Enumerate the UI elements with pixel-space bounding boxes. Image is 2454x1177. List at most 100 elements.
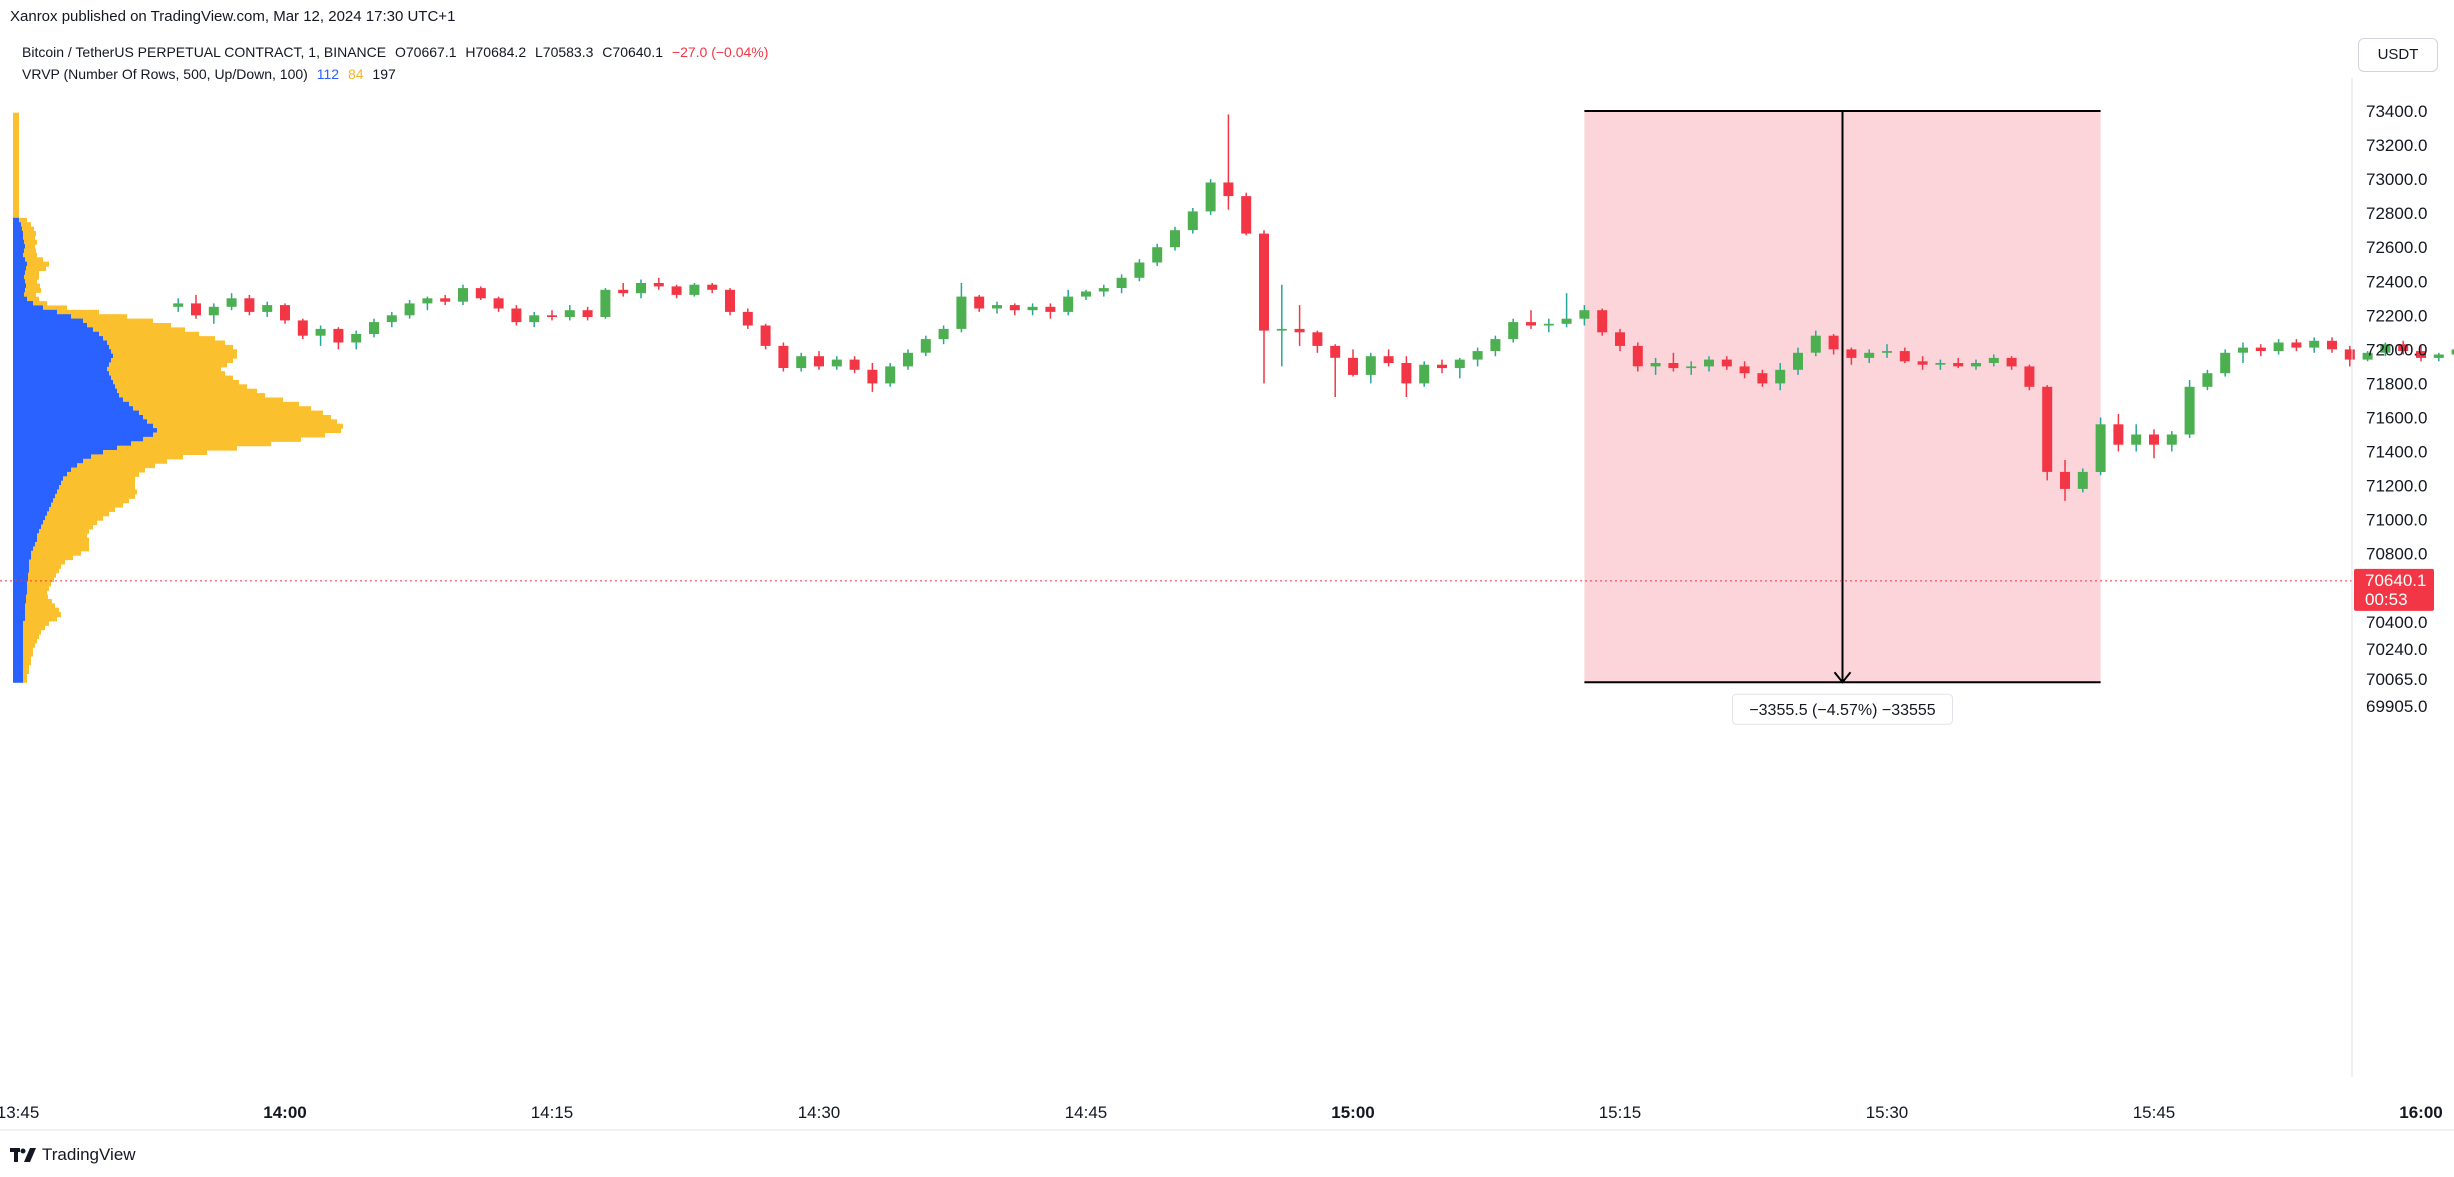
volume-profile [13, 112, 343, 683]
candle-down [2042, 386, 2053, 472]
indicator-value-up: 112 [316, 66, 340, 82]
volume-profile-up-bar [13, 226, 22, 232]
candle-up [1508, 322, 1519, 340]
volume-profile-up-bar [13, 471, 67, 477]
volume-profile-down-bar [13, 174, 19, 180]
volume-profile-down-bar [13, 187, 19, 193]
volume-profile-up-bar [13, 607, 25, 613]
volume-profile-up-bar [13, 362, 109, 368]
candle-up [2362, 352, 2373, 360]
candle-down [547, 315, 557, 317]
volume-profile-down-bar [13, 178, 19, 184]
volume-profile-down-bar [24, 292, 36, 298]
volume-profile-down-bar [129, 401, 299, 407]
volume-profile-up-bar [13, 314, 71, 320]
time-axis[interactable]: 13:3013:4514:0014:1514:3014:4515:0015:15… [0, 1103, 2454, 1122]
volume-profile-down-bar [23, 235, 35, 241]
candle-up [2220, 352, 2231, 374]
volume-profile-down-bar [143, 414, 331, 420]
volume-profile-up-bar [13, 524, 41, 530]
volume-profile-up-bar [13, 410, 139, 416]
volume-profile-down-bar [117, 388, 257, 394]
volume-profile-up-bar [13, 340, 107, 346]
candle-down [2060, 471, 2070, 489]
volume-profile-up-bar [13, 353, 113, 359]
price-axis-label: 71000.0 [2366, 511, 2427, 530]
volume-profile-down-bar [13, 143, 19, 149]
volume-profile-down-bar [26, 266, 46, 272]
candle-down [1223, 182, 1234, 197]
candle-up [262, 305, 273, 312]
price-axis[interactable]: 69905.0 70065.0 70240.0 70400.0 70800.0 71000… [2366, 102, 2427, 716]
volume-profile-up-bar [13, 559, 29, 565]
volume-profile-down-bar [87, 322, 171, 328]
candle-up [2273, 342, 2284, 351]
candle-up [1081, 291, 1091, 297]
volume-profile-up-bar [13, 432, 153, 438]
candle-up [600, 289, 611, 317]
volume-profile-up-bar [13, 537, 37, 543]
candle-up [831, 359, 842, 367]
volume-profile-down-bar [13, 130, 19, 136]
volume-profile-up-bar [13, 489, 57, 495]
ohlc-close: C70640.1 [602, 44, 664, 60]
volume-profile-down-bar [29, 568, 59, 574]
volume-profile-down-bar [27, 261, 49, 267]
volume-profile-down-bar [35, 542, 89, 547]
volume-profile-down-bar [23, 252, 37, 258]
candle-down [191, 303, 201, 316]
volume-profile-up-bar [13, 441, 131, 447]
volume-profile-down-bar [113, 353, 237, 359]
symbol-legend[interactable]: Bitcoin / TetherUS PERPETUAL CONTRACT, 1… [22, 44, 768, 60]
candle-down [671, 286, 682, 295]
candle-up [2166, 434, 2177, 445]
candle-down [1917, 361, 1928, 365]
volume-profile-up-bar [13, 296, 27, 302]
volume-profile-up-bar [13, 655, 23, 661]
price-axis-label: 70240.0 [2366, 640, 2427, 659]
candle-up [173, 303, 184, 307]
candle-down [2255, 347, 2266, 351]
volume-profile-down-bar [25, 607, 59, 613]
volume-profile-down-bar [23, 673, 27, 679]
volume-profile-up-bar [13, 287, 25, 293]
candle-down [653, 283, 664, 287]
volume-profile-down-bar [13, 169, 19, 175]
candle-up [1935, 363, 1946, 365]
volume-profile-down-bar [115, 384, 247, 390]
volume-profile-up-bar [13, 515, 45, 521]
volume-profile-up-bar [13, 502, 51, 508]
volume-profile-up-bar [13, 283, 26, 289]
volume-profile-up-bar [13, 336, 103, 342]
volume-profile-down-bar [13, 121, 19, 127]
candle-up [1152, 247, 1163, 263]
volume-profile-down-bar [25, 244, 35, 250]
price-axis-label: 71600.0 [2366, 409, 2427, 428]
candle-down [867, 369, 878, 384]
volume-profile-down-bar [13, 160, 19, 166]
candle-down [1330, 345, 1341, 358]
tradingview-logo-text: TradingView [42, 1145, 136, 1164]
candle-down [244, 298, 255, 312]
currency-button[interactable]: USDT [2358, 38, 2438, 72]
candle-up [315, 328, 326, 336]
volume-profile-down-bar [61, 480, 135, 486]
candle-down [742, 311, 753, 326]
volume-profile-down-bar [33, 546, 89, 552]
volume-profile-down-bar [23, 647, 33, 653]
candle-up [2309, 340, 2320, 348]
candle-down [2149, 434, 2159, 445]
candle-up [1543, 323, 1554, 326]
candle-down [333, 328, 344, 343]
candle-down [1045, 306, 1056, 312]
indicator-legend[interactable]: VRVP (Number Of Rows, 500, Up/Down, 100)… [22, 66, 396, 82]
volume-profile-up-bar [13, 612, 25, 618]
volume-profile-up-bar [13, 230, 23, 236]
volume-profile-up-bar [13, 485, 59, 491]
volume-profile-up-bar [13, 266, 26, 272]
volume-profile-up-bar [13, 349, 111, 355]
volume-profile-down-bar [133, 406, 311, 412]
volume-profile-down-bar [23, 660, 31, 666]
candle-up [1988, 357, 1999, 363]
